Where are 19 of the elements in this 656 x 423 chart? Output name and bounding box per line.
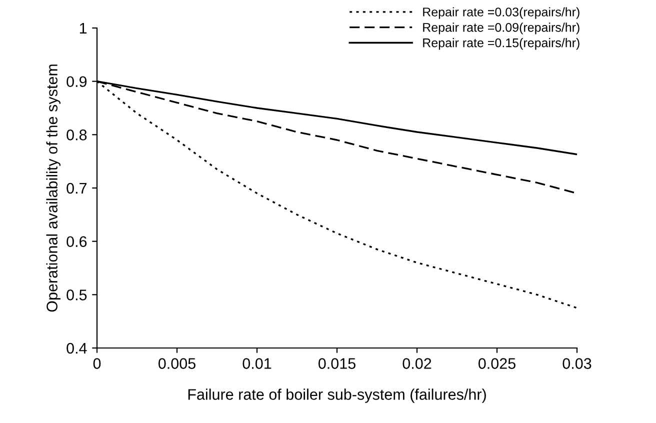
y-axis-title: Operational availability of the system — [46, 64, 60, 312]
legend-label: Repair rate =0.03(repairs/hr) — [423, 7, 580, 19]
y-tick-label: 0.7 — [66, 182, 87, 194]
x-tick-label: 0.025 — [478, 358, 516, 369]
y-tick-label: 0.8 — [66, 130, 87, 140]
x-tick-label: 0.01 — [242, 358, 272, 369]
x-tick-label: 0.015 — [318, 358, 356, 369]
y-tick-label: 0.5 — [66, 290, 87, 300]
y-tick-label: 0.6 — [66, 236, 87, 248]
x-axis-title: Failure rate of boiler sub-system (failures/hr) — [188, 388, 486, 403]
x-tick-label: 0.005 — [158, 358, 196, 369]
y-tick-label: 1 — [80, 23, 87, 34]
x-tick-label: 0.02 — [402, 358, 432, 369]
legend-label: Repair rate =0.09(repairs/hr) — [423, 22, 580, 34]
y-tick-label: 0.9 — [66, 76, 87, 88]
y-tick-label: 0.4 — [66, 342, 87, 354]
legend-label: Repair rate =0.15(repairs/hr) — [423, 38, 580, 50]
x-tick-label: 0 — [93, 358, 101, 369]
x-tick-label: 0.03 — [562, 358, 592, 369]
